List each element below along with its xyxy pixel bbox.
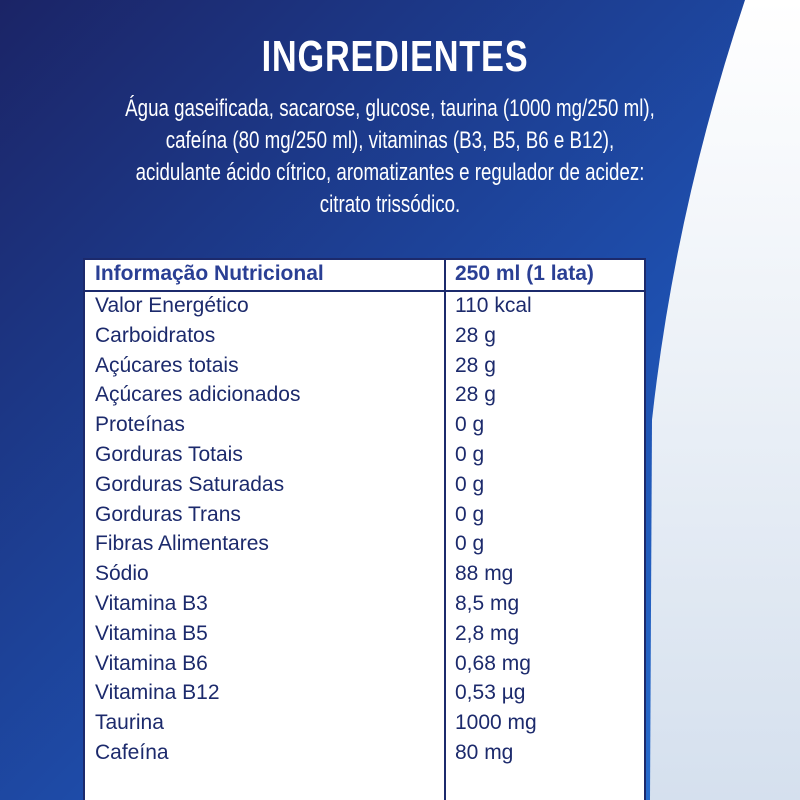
nutrient-name: Gorduras Totais (95, 443, 243, 466)
nutrient-value: 0 g (455, 443, 485, 466)
nutrient-name: Açúcares totais (95, 353, 239, 377)
nutrient-value: 1000 mg (455, 711, 537, 735)
nutrient-value: 0 g (455, 502, 485, 526)
nutrient-value: 28 g (455, 383, 496, 407)
nutrient-name: Taurina (95, 711, 164, 735)
nutrient-value: 0 g (455, 532, 485, 556)
nutrient-name: Vitamina B5 (95, 621, 208, 645)
nutrient-value: 0 g (455, 472, 485, 496)
nutrient-name: Fibras Alimentares (95, 532, 269, 556)
nutrient-name: Proteínas (95, 413, 185, 437)
nutrient-value: 0,68 mg (455, 651, 531, 675)
nutrient-name: Cafeína (95, 741, 169, 764)
nutrition-table: Informação Nutricional 250 ml (1 lata) Val… (83, 258, 646, 800)
column-header: 250 ml (1 lata) (455, 262, 594, 285)
nutrient-value: 0,53 µg (455, 681, 526, 705)
nutrient-value: 28 g (455, 353, 496, 377)
column-header: Informação Nutricional (95, 262, 324, 285)
nutrient-value: 110 kcal (455, 294, 532, 317)
ingredients-line: Água gaseificada, sacarose, glucose, tau… (125, 95, 655, 122)
nutrient-name: Vitamina B3 (95, 592, 208, 615)
nutrient-name: Gorduras Trans (95, 502, 241, 526)
nutrient-name: Sódio (95, 562, 149, 586)
nutrient-name: Gorduras Saturadas (95, 472, 285, 496)
ingredients-line: acidulante ácido cítrico, aromatizantes … (135, 159, 645, 186)
nutrient-value: 80 mg (455, 741, 514, 764)
nutrient-name: Vitamina B6 (95, 651, 208, 675)
nutrient-name: Valor Energético (95, 294, 249, 317)
nutrient-value: 2,8 mg (455, 621, 520, 645)
ingredients-line: cafeína (80 mg/250 ml), vitaminas (B3, B… (165, 127, 615, 154)
nutrient-value: 0 g (455, 413, 485, 437)
nutrient-value: 28 g (455, 323, 496, 347)
ingredients-line: citrato trissódico. (319, 191, 461, 218)
nutrient-name: Vitamina B12 (95, 681, 220, 705)
title: INGREDIENTES (261, 32, 529, 81)
nutrient-name: Açúcares adicionados (95, 383, 301, 407)
nutrient-name: Carboidratos (95, 323, 216, 347)
nutrient-value: 88 mg (455, 562, 514, 586)
nutrient-value: 8,5 mg (455, 592, 520, 615)
